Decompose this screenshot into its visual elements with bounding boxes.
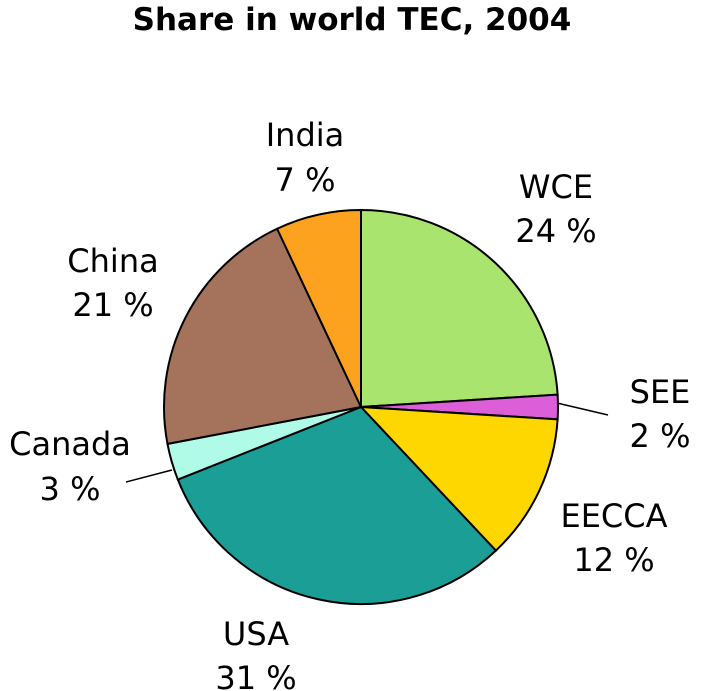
- slice-label-india: India: [266, 116, 345, 154]
- slice-label-canada: Canada: [9, 425, 131, 463]
- leader-lines: [125, 402, 609, 483]
- slice-label-eecca: EECCA: [560, 497, 667, 535]
- leader-line-canada: [125, 469, 173, 483]
- slice-label-china: China: [67, 242, 158, 280]
- slice-label-wce: WCE: [519, 168, 593, 206]
- slice-labels: WCE 24 % SEE 2 % EECCA 12 % USA 31 % Canada 3 % Ch…: [9, 116, 690, 691]
- slice-label-usa: USA: [223, 615, 289, 653]
- chart-title: Share in world TEC, 2004: [133, 2, 572, 38]
- slice-pct-usa: 31 %: [215, 659, 296, 691]
- slice-wce: [360, 208, 559, 409]
- slice-pct-india: 7 %: [275, 161, 336, 199]
- slice-label-see: SEE: [630, 373, 691, 411]
- pie-slices: [163, 208, 559, 605]
- slice-usa: [176, 405, 498, 605]
- slice-eecca: [358, 405, 559, 553]
- slice-india: [275, 208, 362, 408]
- slice-pct-see: 2 %: [630, 417, 691, 455]
- leader-line-see: [556, 402, 609, 416]
- slice-pct-wce: 24 %: [515, 212, 596, 250]
- slice-pct-canada: 3 %: [40, 470, 101, 508]
- slice-pct-china: 21 %: [72, 286, 153, 324]
- slice-pct-eecca: 12 %: [573, 541, 654, 579]
- slice-china: [163, 227, 363, 446]
